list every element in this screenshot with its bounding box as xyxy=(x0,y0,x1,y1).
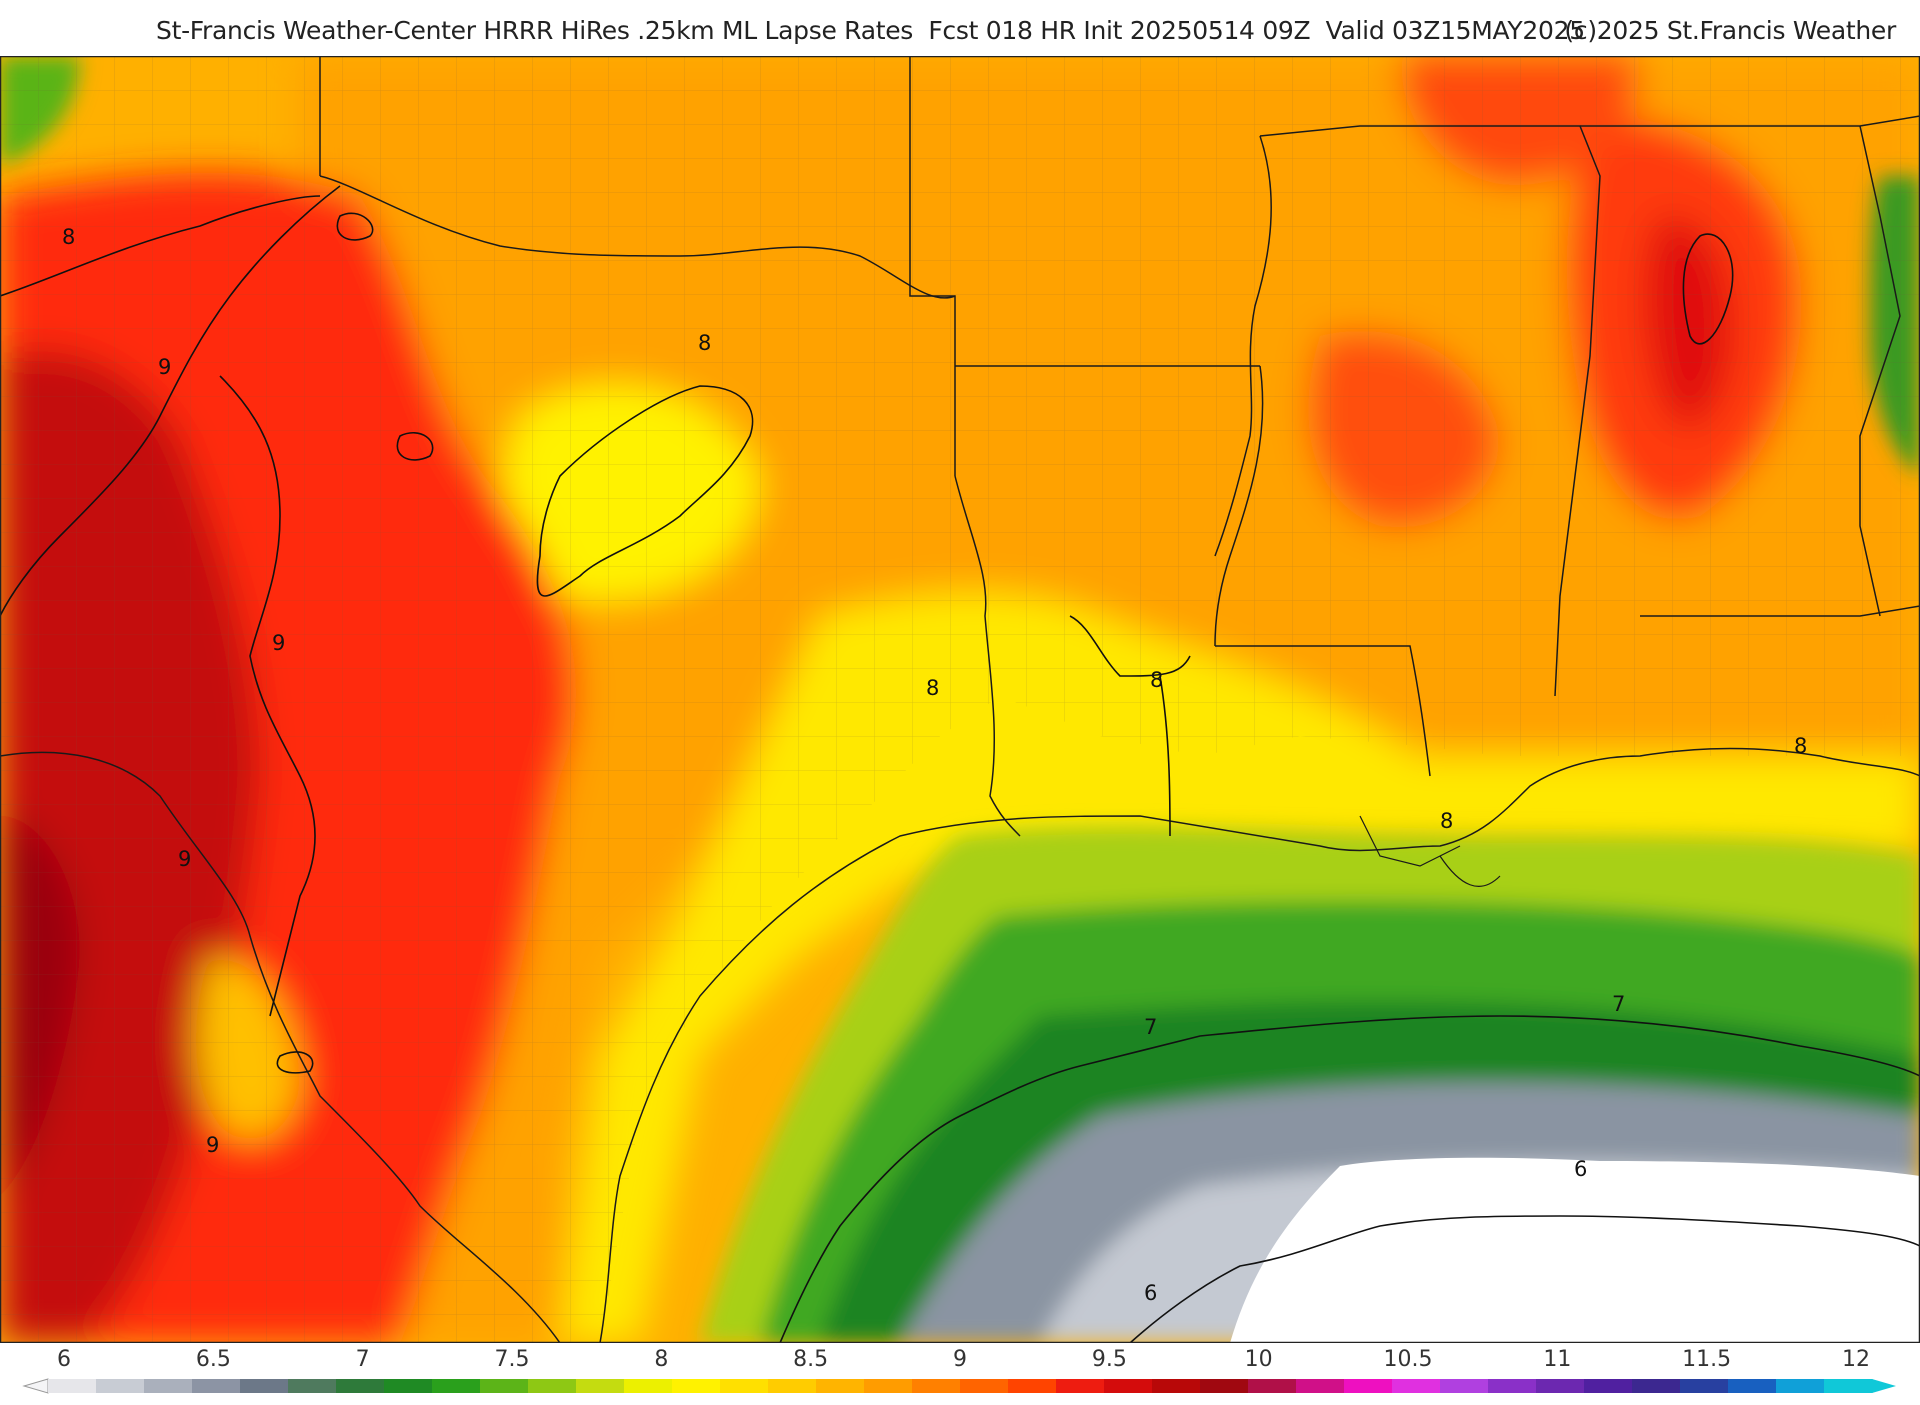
colorbar-swatch xyxy=(96,1379,145,1393)
colorbar-min-arrow xyxy=(22,1378,49,1394)
contour-label-layer: 8 9 8 9 8 8 9 8 8 7 7 9 6 6 xyxy=(62,225,1807,1305)
colorbar-swatch xyxy=(720,1379,769,1393)
copyright-text: (c)2025 St.Francis Weather xyxy=(1564,16,1896,45)
contour-label: 7 xyxy=(1612,992,1625,1016)
colorbar-swatch xyxy=(672,1379,721,1393)
contour-label: 9 xyxy=(178,847,191,871)
colorbar-swatch xyxy=(1200,1379,1249,1393)
colorbar: 6 6.5 7 7.5 8 8.5 9 9.5 10 10.5 11 11.5 12 xyxy=(0,1343,1920,1400)
colorbar-swatch xyxy=(1104,1379,1153,1393)
colorbar-swatch xyxy=(576,1379,625,1393)
colorbar-tick-label: 12 xyxy=(1842,1347,1870,1372)
colorbar-swatch xyxy=(1344,1379,1393,1393)
colorbar-swatch xyxy=(1536,1379,1585,1393)
colorbar-tick-label: 10 xyxy=(1244,1347,1273,1372)
colorbar-tick-label: 10.5 xyxy=(1383,1347,1433,1372)
colorbar-swatch xyxy=(1392,1379,1441,1393)
colorbar-swatch xyxy=(1056,1379,1105,1393)
contour-label: 6 xyxy=(1144,1281,1157,1305)
colorbar-swatch xyxy=(1680,1379,1729,1393)
colorbar-swatch xyxy=(528,1379,577,1393)
chart-title: St-Francis Weather-Center HRRR HiRes .25… xyxy=(156,16,1585,45)
colorbar-swatch xyxy=(1728,1379,1777,1393)
colorbar-tick-label: 7 xyxy=(355,1347,370,1372)
colorbar-tick-label: 9.5 xyxy=(1091,1347,1127,1372)
colorbar-swatch xyxy=(1248,1379,1297,1393)
colorbar-swatch xyxy=(192,1379,241,1393)
colorbar-swatch xyxy=(1440,1379,1489,1393)
colorbar-swatch xyxy=(480,1379,529,1393)
colorbar-swatch xyxy=(336,1379,385,1393)
colorbar-swatch xyxy=(1584,1379,1633,1393)
colorbar-swatch xyxy=(1776,1379,1825,1393)
map-panel[interactable]: 8 9 8 9 8 8 9 8 8 7 7 9 6 6 xyxy=(0,56,1920,1343)
colorbar-swatch xyxy=(1632,1379,1681,1393)
title-bar: St-Francis Weather-Center HRRR HiRes .25… xyxy=(0,0,1920,56)
colorbar-swatch xyxy=(960,1379,1009,1393)
contour-label: 8 xyxy=(926,676,939,700)
colorbar-swatch xyxy=(48,1379,97,1393)
lapse-rate-map: 8 9 8 9 8 8 9 8 8 7 7 9 6 6 xyxy=(0,56,1920,1343)
contour-label: 9 xyxy=(206,1133,219,1157)
colorbar-swatch xyxy=(432,1379,481,1393)
colorbar-swatch xyxy=(768,1379,817,1393)
contour-label: 9 xyxy=(158,355,171,379)
colorbar-swatch xyxy=(864,1379,913,1393)
colorbar-swatch xyxy=(1296,1379,1345,1393)
contour-label: 9 xyxy=(272,631,285,655)
colorbar-max-arrow xyxy=(1872,1379,1896,1393)
contour-label: 7 xyxy=(1144,1015,1157,1039)
contour-label: 8 xyxy=(1150,668,1163,692)
contour-label: 6 xyxy=(1574,1157,1587,1181)
colorbar-swatch xyxy=(144,1379,193,1393)
colorbar-swatch xyxy=(1008,1379,1057,1393)
colorbar-tick-label: 11 xyxy=(1543,1347,1572,1372)
colorbar-tick-label: 6 xyxy=(57,1347,71,1372)
state-borders xyxy=(0,56,1920,1343)
colorbar-tick-label: 8 xyxy=(654,1347,669,1372)
contour-lines xyxy=(0,185,1920,1343)
colorbar-swatch xyxy=(1152,1379,1201,1393)
colorbar-swatch xyxy=(816,1379,865,1393)
contour-label: 8 xyxy=(62,225,75,249)
colorbar-swatch xyxy=(912,1379,961,1393)
colorbar-tick-label: 7.5 xyxy=(494,1347,530,1372)
contour-label: 8 xyxy=(1794,734,1807,758)
colorbar-swatch xyxy=(1824,1379,1873,1393)
contour-label: 8 xyxy=(1440,809,1453,833)
colorbar-swatch xyxy=(288,1379,337,1393)
colorbar-tick-label: 9 xyxy=(953,1347,967,1372)
county-lines xyxy=(0,56,1920,1343)
white-zone xyxy=(1230,1157,1920,1343)
colorbar-tick-label: 11.5 xyxy=(1682,1347,1732,1372)
colorbar-tick-label: 6.5 xyxy=(195,1347,231,1372)
colorbar-tick-label: 8.5 xyxy=(793,1347,829,1372)
contour-label: 8 xyxy=(698,331,711,355)
colorbar-swatch xyxy=(384,1379,433,1393)
colorbar-strip xyxy=(22,1378,1896,1394)
colorbar-swatch xyxy=(1488,1379,1537,1393)
colorbar-swatch xyxy=(240,1379,289,1393)
colorbar-swatch xyxy=(624,1379,673,1393)
